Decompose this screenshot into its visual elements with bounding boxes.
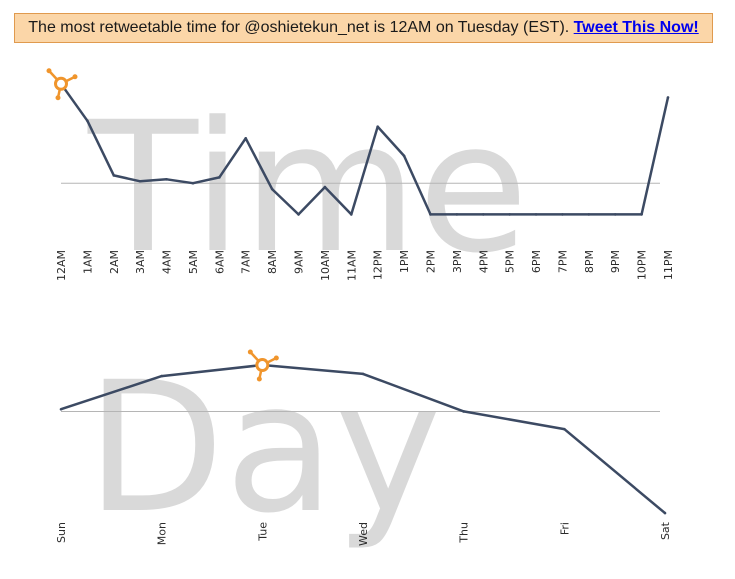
time-tick-label: 8PM [583, 250, 596, 273]
time-point-2AM [112, 174, 116, 177]
best-time-banner: The most retweetable time for @oshieteku… [14, 13, 713, 43]
time-tick-label: 5PM [504, 250, 517, 273]
time-point-1PM [402, 154, 406, 158]
time-point-5AM [191, 181, 195, 185]
time-tick-label: 7PM [556, 250, 569, 273]
time-point-2PM [429, 213, 432, 216]
time-point-5PM [508, 213, 511, 216]
time-point-10PM [640, 213, 643, 216]
hubspot-sprocket-icon [247, 349, 279, 382]
day-of-week-chart: Sun Mon Tue Wed Thu Fri Sat [55, 349, 672, 546]
day-tick-label: Wed [357, 522, 370, 546]
day-tick-label: Sun [55, 522, 68, 543]
day-point-Thu [462, 410, 465, 413]
time-tick-label: 9PM [609, 250, 622, 273]
time-tick-label: 8AM [266, 250, 279, 274]
day-point-Sat [663, 511, 667, 515]
day-tick-label: Tue [256, 522, 269, 542]
time-point-4AM [165, 178, 168, 181]
time-tick-label: 4PM [477, 250, 490, 273]
day-point-Fri [563, 427, 566, 431]
day-tick-label: Sat [659, 521, 672, 540]
time-point-12PM [376, 125, 379, 128]
time-tick-label: 6PM [530, 250, 543, 273]
time-point-6AM [218, 176, 221, 179]
time-tick-label: 1PM [398, 250, 411, 273]
day-point-Wed [361, 372, 365, 376]
time-point-11PM [666, 96, 670, 99]
day-tick-label: Mon [156, 522, 169, 545]
time-tick-label: 2PM [424, 250, 437, 273]
time-tick-label: 3PM [451, 250, 464, 273]
time-tick-label: 5AM [187, 250, 200, 274]
time-watermark: Time [87, 84, 529, 293]
time-tick-label: 9AM [293, 250, 306, 274]
time-tick-label: 12AM [55, 250, 68, 281]
time-point-11AM [350, 213, 353, 216]
time-point-3AM [138, 179, 142, 183]
day-point-Mon [160, 374, 163, 378]
banner-text: The most retweetable time for @oshieteku… [28, 19, 570, 36]
time-point-7AM [244, 137, 248, 140]
time-tick-label: 10PM [636, 250, 649, 280]
time-point-9AM [297, 213, 300, 216]
time-point-8PM [587, 213, 591, 216]
day-tick-label: Thu [458, 522, 471, 544]
time-tick-label: 11AM [345, 250, 358, 281]
time-point-10AM [323, 185, 327, 189]
time-tick-label: 11PM [662, 250, 675, 280]
time-tick-label: 4AM [161, 250, 174, 274]
time-of-day-chart: 12AM 1AM 2AM 3AM 4AM 5AM 6AM 7AM 8AM 9AM 10AM 11AM 1… [46, 68, 675, 281]
time-tick-label: 3AM [134, 250, 147, 274]
time-point-3PM [455, 213, 459, 216]
time-tick-label: 6AM [213, 250, 226, 274]
time-point-9PM [613, 213, 617, 216]
time-point-1AM [86, 119, 89, 123]
time-tick-label: 2AM [108, 250, 121, 274]
time-series-line [59, 83, 670, 216]
day-watermark: Day [86, 344, 441, 553]
time-tick-label: 12PM [372, 250, 385, 280]
time-tick-label: 1AM [81, 250, 94, 274]
day-tick-label: Fri [558, 522, 571, 535]
time-tick-label: 7AM [240, 250, 253, 274]
time-tick-label: 10AM [319, 250, 332, 281]
time-point-8AM [270, 187, 274, 191]
tweet-this-now-link[interactable]: Tweet This Now! [573, 19, 699, 36]
time-point-4PM [481, 213, 485, 216]
day-point-Sun [59, 407, 63, 411]
hubspot-sprocket-icon [46, 68, 78, 101]
time-point-6PM [534, 213, 538, 216]
time-point-7PM [561, 213, 564, 216]
